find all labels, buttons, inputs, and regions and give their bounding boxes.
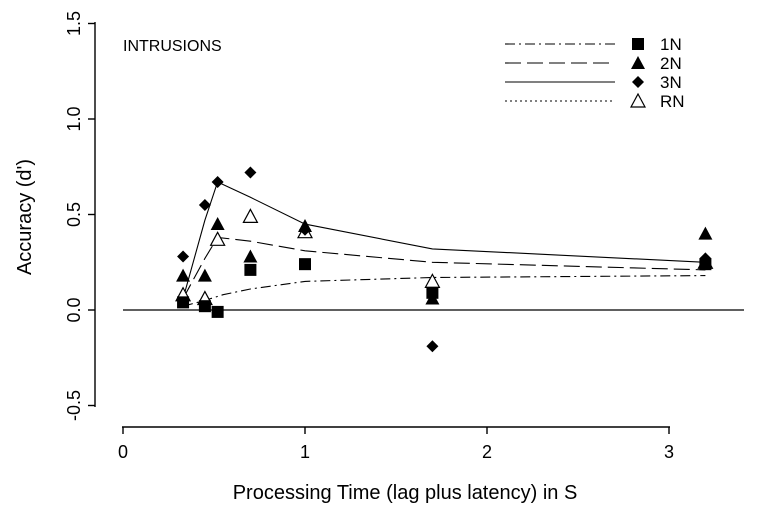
legend-marker-rn xyxy=(629,92,647,108)
x-tick-label: 2 xyxy=(482,442,492,462)
y-tick-label: 1.0 xyxy=(64,106,84,131)
y-tick-label: -0.5 xyxy=(64,390,84,421)
point-2n xyxy=(197,268,212,282)
point-2n xyxy=(698,226,713,240)
y-tick-label: 0.5 xyxy=(64,202,84,227)
fit-line-1n xyxy=(182,275,706,307)
point-3n xyxy=(198,198,211,211)
y-axis-ticks: -0.5 0.0 0.5 1.0 1.5 xyxy=(64,11,95,421)
legend-label-3n: 3N xyxy=(660,73,682,92)
x-tick-label: 1 xyxy=(300,442,310,462)
point-rn xyxy=(242,208,259,224)
point-3n xyxy=(426,340,439,353)
point-2n xyxy=(210,217,225,231)
legend-label-rn: RN xyxy=(660,92,685,111)
point-3n xyxy=(177,250,190,263)
plot-frame xyxy=(94,22,670,428)
point-3n xyxy=(244,166,257,179)
fit-line-2n xyxy=(182,236,706,299)
legend-marker-3n xyxy=(632,76,644,88)
point-1n xyxy=(699,258,712,271)
point-1n xyxy=(177,296,190,309)
point-3n xyxy=(211,176,224,189)
legend-marker-1n xyxy=(632,38,644,50)
fit-line-3n xyxy=(182,181,706,299)
point-1n xyxy=(244,263,257,276)
point-3n xyxy=(299,223,311,236)
legend-label-2n: 2N xyxy=(660,54,682,73)
fit-lines xyxy=(182,181,706,307)
panel-annotation: INTRUSIONS xyxy=(123,38,222,55)
legend-label-1n: 1N xyxy=(660,35,682,54)
point-rn xyxy=(424,273,441,288)
x-tick-label: 3 xyxy=(664,442,674,462)
point-rn xyxy=(209,231,226,246)
point-1n xyxy=(426,286,439,299)
point-2n xyxy=(243,249,258,263)
point-1n xyxy=(198,300,211,313)
data-markers xyxy=(175,166,714,353)
point-2n xyxy=(176,268,191,282)
x-axis-title: Processing Time (lag plus latency) in S xyxy=(233,482,578,504)
point-1n xyxy=(211,305,224,318)
y-tick-label: 0.0 xyxy=(64,297,84,322)
legend-marker-2n xyxy=(631,56,645,69)
y-tick-label: 1.5 xyxy=(64,11,84,36)
y-axis-title: Accuracy (d') xyxy=(14,159,36,275)
point-1n xyxy=(299,258,311,271)
x-axis-ticks: 0 1 2 3 xyxy=(118,427,674,462)
x-tick-label: 0 xyxy=(118,442,128,462)
